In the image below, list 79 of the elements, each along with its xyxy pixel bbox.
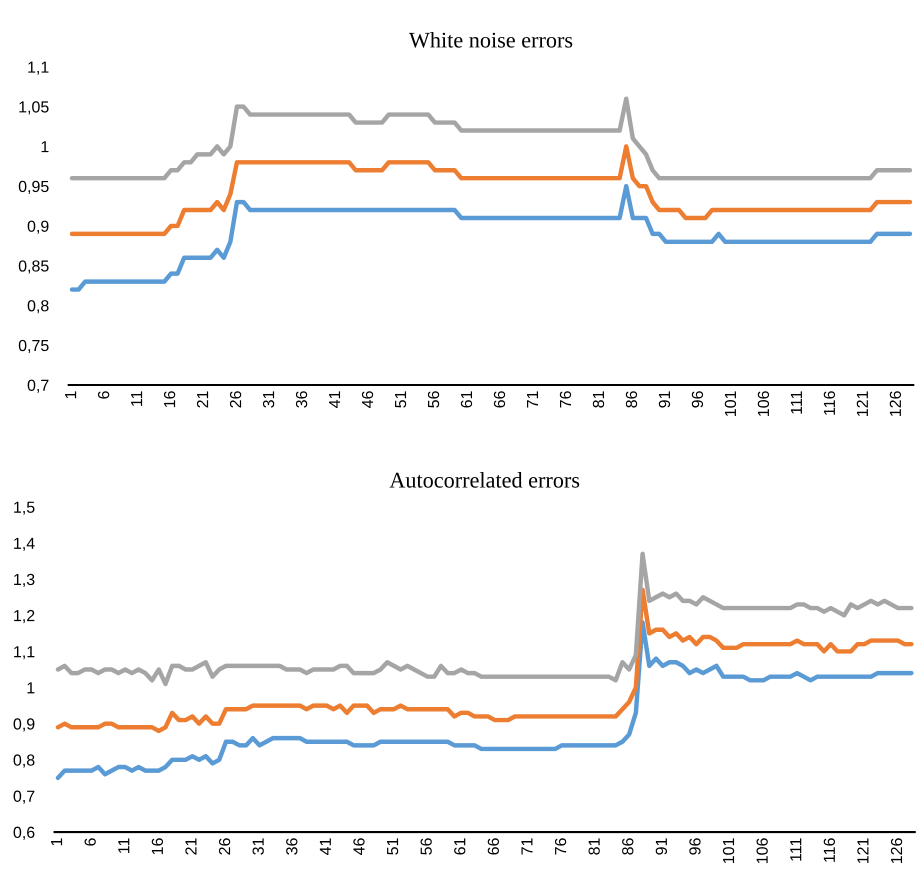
x-tick-label: 26: [230, 391, 242, 408]
x-tick-label: 36: [296, 391, 308, 408]
y-tick-label: 0,7: [28, 380, 48, 393]
x-tick-label: 51: [387, 838, 398, 855]
x-tick-label: 36: [286, 838, 298, 855]
x-tick-label: 111: [790, 838, 802, 861]
x-tick-label: 71: [527, 391, 538, 408]
x-tick-label: 41: [329, 391, 340, 408]
x-tick-label: 71: [521, 838, 532, 855]
x-tick-label: 1: [51, 838, 62, 846]
x-tick-label: 121: [857, 838, 868, 864]
line-series: [70, 144, 912, 236]
x-tick-label: 16: [164, 391, 176, 408]
line-series: [56, 552, 914, 686]
y-tick-label: 1,3: [14, 574, 34, 587]
chart-title: White noise errors: [408, 32, 572, 48]
x-tick-label: 126: [890, 391, 902, 416]
x-tick-label: 21: [185, 838, 196, 855]
y-tick-label: 1,2: [14, 610, 34, 624]
y-tick-label: 1: [27, 682, 34, 694]
x-tick-label: 56: [428, 391, 440, 408]
x-tick-label: 31: [262, 391, 274, 408]
x-tick-label: 96: [689, 838, 701, 855]
x-tick-label: 66: [488, 838, 500, 855]
y-tick-label: 1,5: [14, 502, 34, 515]
x-tick-label: 76: [560, 391, 572, 408]
x-tick-label: 46: [353, 838, 365, 855]
x-tick-label: 11: [131, 391, 142, 406]
x-tick-label: 91: [656, 838, 668, 855]
line-series: [56, 588, 914, 734]
chart-title: Autocorrelated errors: [390, 472, 580, 488]
x-tick-label: 86: [622, 838, 634, 855]
y-tick-label: 1,1: [28, 62, 48, 75]
y-tick-label: 0,8: [28, 300, 49, 314]
x-tick-label: 51: [395, 391, 406, 408]
y-tick-label: 0,6: [14, 826, 34, 840]
x-tick-label: 76: [554, 838, 566, 855]
x-tick-label: 106: [756, 838, 768, 864]
x-tick-label: 61: [460, 391, 472, 408]
x-tick-label: 6: [98, 391, 110, 399]
x-tick-label: 6: [84, 838, 96, 846]
y-tick-label: 0,9: [14, 718, 34, 732]
x-tick-label: 11: [118, 838, 130, 853]
x-tick-label: 56: [420, 838, 432, 855]
x-tick-label: 106: [758, 391, 770, 416]
x-tick-label: 101: [722, 838, 734, 864]
x-tick-label: 81: [588, 838, 600, 855]
x-tick-label: 16: [152, 838, 164, 854]
x-tick-label: 26: [218, 838, 230, 855]
y-tick-label: 0,7: [14, 790, 34, 804]
x-tick-label: 66: [494, 391, 506, 408]
line-series: [70, 96, 912, 180]
y-tick-label: 0,75: [18, 340, 49, 354]
x-tick-label: 41: [320, 838, 331, 855]
x-tick-label: 101: [724, 391, 736, 416]
x-tick-label: 81: [592, 391, 604, 408]
line-series: [70, 184, 912, 292]
x-tick-label: 1: [65, 391, 76, 398]
x-tick-label: 46: [362, 391, 374, 408]
x-tick-label: 116: [824, 391, 836, 415]
x-tick-label: 21: [196, 391, 208, 408]
x-tick-label: 111: [790, 391, 802, 414]
line-series: [56, 620, 914, 780]
x-tick-label: 121: [856, 391, 868, 416]
x-tick-label: 61: [454, 838, 466, 855]
y-tick-label: 0,9: [28, 220, 48, 234]
x-tick-label: 96: [692, 391, 704, 408]
y-tick-label: 1,4: [14, 538, 35, 551]
x-tick-label: 31: [252, 838, 264, 855]
y-tick-label: 0,85: [18, 260, 49, 274]
x-tick-label: 86: [626, 391, 638, 408]
y-tick-label: 0,95: [18, 180, 49, 194]
y-tick-label: 1: [42, 141, 48, 152]
x-tick-label: 116: [824, 838, 836, 862]
y-tick-label: 1,1: [14, 646, 34, 660]
x-tick-label: 91: [658, 391, 670, 408]
y-tick-label: 0,8: [14, 754, 34, 768]
x-tick-label: 126: [890, 838, 902, 864]
y-tick-label: 1,05: [19, 101, 49, 114]
